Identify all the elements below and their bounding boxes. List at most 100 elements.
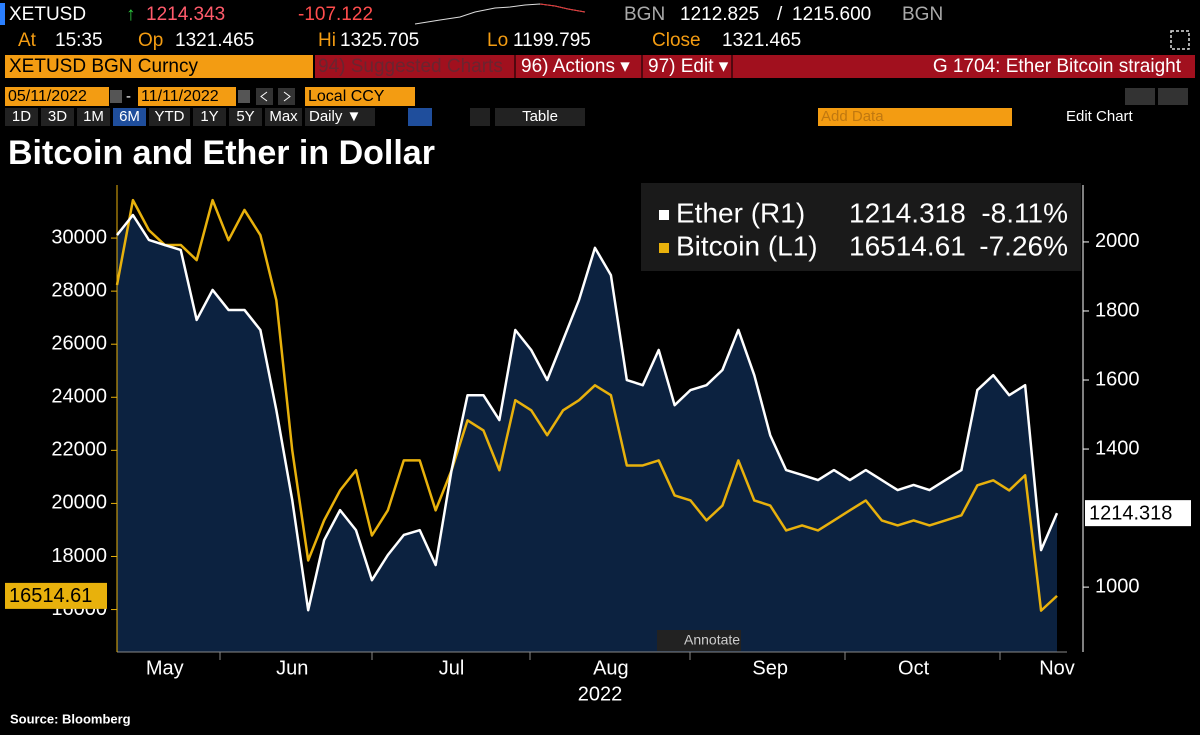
x-axis-label: 2022	[578, 683, 623, 705]
next-icon	[283, 91, 291, 102]
hi-label: Hi	[318, 30, 336, 51]
slash: /	[777, 4, 783, 25]
y2-tick-label: 1400	[1095, 437, 1140, 459]
legend-box	[641, 183, 1081, 271]
at: 15:35	[55, 30, 103, 51]
export-icon[interactable]	[1170, 30, 1190, 50]
y-tick-label: 30000	[51, 226, 107, 248]
chart-name: G 1704: Ether Bitcoin straight	[933, 56, 1182, 77]
date-dash: -	[126, 88, 131, 105]
y-tick-label: 24000	[51, 386, 107, 408]
currency-box[interactable]	[305, 87, 415, 106]
period-label: 3D	[48, 108, 67, 125]
legend-change: -7.26%	[979, 230, 1068, 261]
period-label: YTD	[155, 108, 185, 125]
y-tick-label: 26000	[51, 332, 107, 354]
prev-button[interactable]	[256, 88, 273, 105]
menu-suggested[interactable]: 94) Suggested Charts	[318, 56, 503, 77]
last-value-box	[5, 582, 107, 609]
legend-value: 16514.61	[849, 230, 966, 261]
calendar-icon[interactable]	[110, 90, 122, 103]
security-box[interactable]	[5, 55, 313, 78]
y2-tick-label: 2000	[1095, 230, 1140, 252]
calendar-icon[interactable]	[238, 90, 250, 103]
area	[117, 215, 1057, 653]
legend-name: Ether (R1)	[676, 197, 805, 228]
y2-tick-label: 1000	[1095, 575, 1140, 597]
menu-bar	[315, 55, 1195, 78]
y2-tick-label: 1600	[1095, 368, 1140, 390]
annotate[interactable]: Annotate	[684, 632, 740, 648]
add-data: Add Data	[821, 108, 884, 125]
hi: 1325.705	[340, 30, 419, 51]
next-button[interactable]	[278, 88, 295, 105]
period-label: 1Y	[200, 108, 218, 125]
line-chart-button[interactable]	[408, 108, 432, 126]
period-button[interactable]	[149, 108, 190, 126]
chart-title: Bitcoin and Ether in Dollar	[8, 134, 435, 172]
period-bar: 1D 3D 1M 6M YTD 1Y 5Y Max Daily ▼	[5, 108, 375, 126]
last-value-box	[1085, 500, 1191, 527]
date-from: 05/11/2022	[8, 88, 87, 105]
period-label: Max	[269, 108, 298, 125]
period-label: 6M	[119, 108, 140, 125]
annotate-button[interactable]	[657, 630, 741, 651]
add-data-box[interactable]	[818, 108, 1012, 126]
up-arrow: ↑	[126, 4, 136, 25]
net-change: -107.122	[298, 4, 373, 25]
menu-edit[interactable]: 97) Edit ▾	[648, 56, 729, 77]
security: XETUSD BGN Curncy	[9, 56, 198, 77]
legend-value: 1214.318	[849, 197, 966, 228]
last-price: 1214.343	[146, 4, 225, 25]
date-to: 11/11/2022	[141, 88, 219, 105]
ask: 1215.600	[792, 4, 871, 25]
at-label: At	[18, 30, 37, 51]
currency: Local CCY	[308, 88, 385, 105]
series-line	[115, 198, 1058, 612]
legend-change: -8.11%	[981, 197, 1068, 228]
x-tick-label: Jul	[439, 657, 465, 679]
table-button[interactable]	[495, 108, 585, 126]
table[interactable]: Table	[522, 108, 558, 125]
legend-swatch	[659, 210, 669, 220]
edit-chart[interactable]: Edit Chart	[1066, 108, 1134, 125]
period-button[interactable]	[77, 108, 110, 126]
y-tick-label: 22000	[51, 439, 107, 461]
period-label: 1D	[12, 108, 31, 125]
redo-button[interactable]	[1158, 88, 1188, 105]
date-to-box[interactable]	[138, 87, 236, 106]
ticker: XETUSD	[9, 4, 86, 25]
frequency: Daily ▼	[309, 108, 361, 125]
period-button[interactable]	[229, 108, 262, 126]
last-value-label: 16514.61	[9, 585, 92, 607]
prev-icon	[260, 91, 268, 102]
period-button[interactable]	[193, 108, 226, 126]
ticker-flag	[0, 3, 5, 25]
plot: 1600018000200002200024000260002800030000…	[5, 183, 1191, 705]
y-tick-label: 28000	[51, 279, 107, 301]
period-button[interactable]	[113, 108, 146, 126]
x-tick-label: Aug	[593, 657, 629, 679]
x-tick-label: Jun	[276, 657, 308, 679]
close: 1321.465	[722, 30, 801, 51]
y-tick-label: 18000	[51, 545, 107, 567]
bid-source: BGN	[624, 4, 665, 25]
date-from-box[interactable]	[5, 87, 109, 106]
y2-tick-label: 1800	[1095, 299, 1140, 321]
period-button[interactable]	[265, 108, 302, 126]
source: Source: Bloomberg	[10, 711, 131, 726]
period-button[interactable]	[41, 108, 74, 126]
menu-actions[interactable]: 96) Actions ▾	[521, 56, 630, 77]
lo: 1199.795	[513, 30, 591, 51]
undo-button[interactable]	[1125, 88, 1155, 105]
close-label: Close	[652, 30, 701, 51]
period-button[interactable]	[5, 108, 38, 126]
op-label: Op	[138, 30, 163, 51]
dropdown-button[interactable]	[470, 108, 490, 126]
legend-swatch	[659, 243, 669, 253]
legend-name: Bitcoin (L1)	[676, 230, 818, 261]
y-tick-label: 20000	[51, 492, 107, 514]
frequency-button[interactable]	[305, 108, 375, 126]
last-value-label: 1214.318	[1089, 502, 1172, 524]
